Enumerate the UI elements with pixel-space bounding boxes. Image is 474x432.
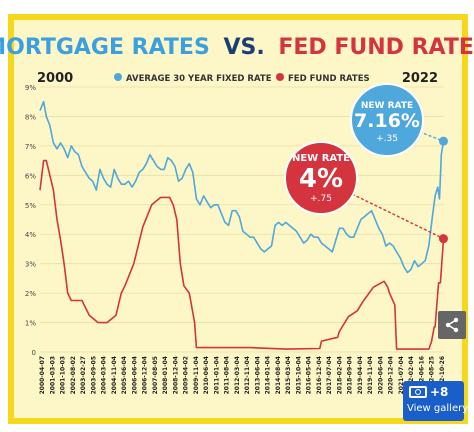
y-tick-label: 6% — [25, 172, 36, 180]
x-tick-label: 2003-09-05 — [90, 356, 97, 394]
y-tick-label: 4% — [25, 231, 36, 239]
legend-mortgage-marker — [114, 73, 122, 81]
camera-icon — [409, 386, 427, 398]
fed-callout: NEW RATE 4% +.75 — [284, 141, 358, 215]
chart-title: MORTGAGE RATES VS. FED FUND RATES — [0, 35, 474, 60]
fed-rate-line — [39, 159, 445, 350]
y-tick-label: 5% — [25, 202, 36, 210]
gallery-count-row: +8 — [409, 385, 448, 399]
x-tick-label: 2015-10-04 — [295, 356, 302, 394]
x-tick-label: 2014-01-04 — [265, 356, 272, 394]
x-tick-label: 2018-02-04 — [336, 356, 343, 394]
y-tick-label: 8% — [25, 113, 36, 121]
x-axis-ticks: 2000-04-07 2001-03-03 2001-10-03 2002-08-02… — [39, 356, 446, 394]
y-tick-label: 9% — [25, 84, 36, 92]
fed-callout-change: +.75 — [310, 194, 332, 204]
x-tick-label: 2007-08-05 — [152, 356, 159, 394]
x-tick-label: 2010-06-04 — [203, 356, 210, 394]
x-tick-label: 2017-07-04 — [326, 356, 333, 394]
x-tick-label: 2009-11-04 — [193, 356, 200, 394]
view-gallery-button[interactable]: +8 View gallery — [403, 381, 468, 421]
x-tick-label: 2012-11-04 — [244, 356, 251, 394]
x-tick-label: 2004-11-04 — [111, 356, 118, 394]
x-tick-label: 2022-06-16 — [418, 356, 425, 394]
gallery-count: +8 — [430, 385, 449, 399]
start-year-label: 2000 — [37, 71, 73, 86]
x-tick-label: 2015-03-04 — [285, 356, 292, 394]
legend-fed-label: FED FUND RATES — [288, 74, 370, 84]
fed-callout-leader — [351, 193, 444, 240]
title-part-mortgage: MORTGAGE RATES — [0, 35, 210, 60]
series-layer — [39, 100, 445, 350]
fed-end-point — [438, 234, 448, 244]
mortgage-callout-head: NEW RATE — [361, 101, 413, 111]
legend-mortgage-label: AVERAGE 30 YEAR FIXED RATE — [126, 74, 272, 84]
x-tick-label: 2021-07-04 — [398, 356, 405, 394]
x-tick-label: 2019-11-04 — [367, 356, 374, 394]
share-icon — [445, 317, 459, 333]
x-tick-label: 2011-01-04 — [213, 356, 220, 394]
mortgage-rate-line — [39, 100, 445, 274]
share-button[interactable] — [438, 311, 466, 339]
mortgage-callout-change: +.35 — [376, 134, 398, 144]
end-year-label: 2022 — [402, 71, 438, 86]
x-tick-label: 2022-02-04 — [408, 356, 415, 394]
x-tick-label: 2013-06-04 — [254, 356, 261, 394]
y-tick-label: 3% — [25, 261, 36, 269]
x-tick-label: 2002-08-02 — [70, 356, 77, 394]
mortgage-callout-value: 7.16% — [354, 110, 420, 132]
mortgage-callout: NEW RATE 7.16% +.35 — [350, 83, 424, 157]
x-tick-label: 2004-03-04 — [101, 356, 108, 394]
y-tick-label: 1% — [25, 320, 36, 328]
x-tick-label: 2008-12-04 — [172, 356, 179, 394]
x-tick-label: 2006-12-04 — [142, 356, 149, 394]
x-tick-label: 2000-04-07 — [39, 356, 46, 394]
x-tick-label: 2006-06-04 — [131, 356, 138, 394]
x-tick-label: 2020-12-04 — [388, 356, 395, 394]
title-part-fed: FED FUND RATES — [278, 35, 474, 60]
x-tick-label: 2012-03-04 — [234, 356, 241, 394]
x-tick-label: 2001-03-03 — [49, 356, 56, 394]
fed-callout-value: 4% — [299, 164, 343, 194]
x-tick-label: 2011-08-04 — [224, 356, 231, 394]
x-tick-label: 2016-12-04 — [316, 356, 323, 394]
y-tick-label: 7% — [25, 143, 36, 151]
y-tick-label: 2% — [25, 290, 36, 298]
x-tick-label: 2022-10-26 — [439, 356, 446, 394]
x-tick-label: 2005-06-04 — [121, 356, 128, 394]
x-tick-label: 2009-04-02 — [183, 356, 190, 394]
x-tick-label: 2022-08-25 — [429, 356, 436, 394]
x-tick-label: 2014-08-04 — [275, 356, 282, 394]
x-tick-label: 2018-09-04 — [347, 356, 354, 394]
y-axis-ticks: 0 1% 2% 3% 4% 5% 6% 7% 8% 9% — [25, 84, 36, 357]
y-tick-label: 0 — [32, 349, 36, 357]
gallery-label: View gallery — [407, 403, 469, 414]
x-tick-label: 2020-06-04 — [377, 356, 384, 394]
x-tick-label: 2008-01-04 — [162, 356, 169, 394]
mortgage-end-point — [438, 136, 448, 146]
x-tick-label: 2001-10-03 — [60, 356, 67, 394]
x-tick-label: 2003-02-27 — [80, 356, 87, 394]
title-part-vs: VS. — [223, 35, 264, 60]
mortgage-callout-bubble — [350, 83, 424, 157]
x-tick-label: 2016-05-04 — [306, 356, 313, 394]
legend-fed-marker — [276, 73, 284, 81]
x-tick-label: 2019-04-04 — [357, 356, 364, 394]
fed-callout-bubble — [284, 141, 358, 215]
fed-callout-head: NEW RATE — [292, 153, 350, 164]
